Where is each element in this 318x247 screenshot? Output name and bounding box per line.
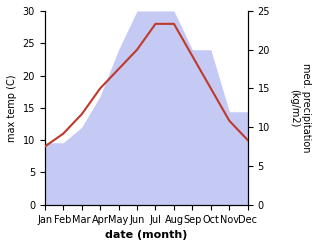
Y-axis label: med. precipitation
(kg/m2): med. precipitation (kg/m2) xyxy=(289,63,311,153)
X-axis label: date (month): date (month) xyxy=(105,230,187,240)
Y-axis label: max temp (C): max temp (C) xyxy=(7,74,17,142)
